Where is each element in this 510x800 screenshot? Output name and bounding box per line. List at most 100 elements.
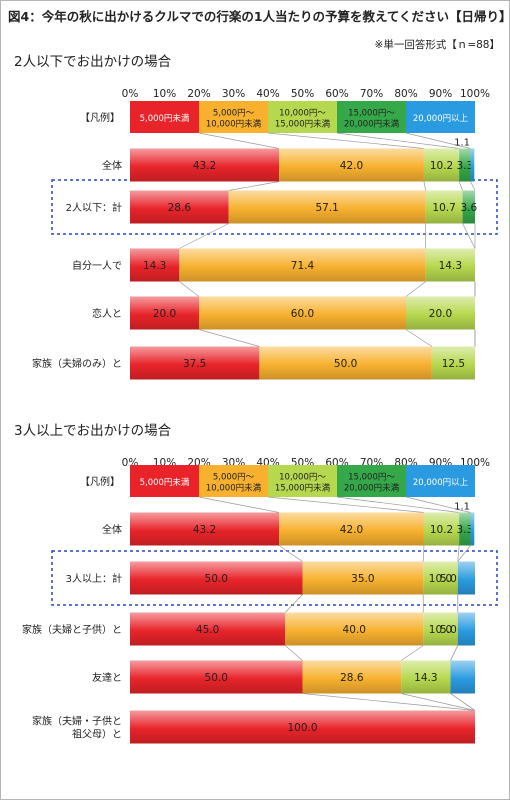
x-tick-label: 80%	[394, 88, 417, 100]
x-tick-label: 50%	[291, 88, 314, 100]
connector-line	[179, 223, 229, 249]
legend-entry-label: 15,000円～	[348, 109, 395, 119]
bar-segment	[457, 561, 475, 595]
data-label: 35.0	[351, 573, 374, 585]
connector-line	[450, 645, 459, 661]
data-label: 57.1	[315, 202, 338, 214]
legend-entry-label: 10,000円未満	[206, 119, 262, 130]
bar-segment	[179, 248, 426, 282]
bar-segment	[470, 148, 475, 182]
section-title: 3人以上でお出かけの場合	[14, 423, 172, 439]
data-label: 10.2	[430, 160, 453, 172]
connector-line	[405, 496, 471, 513]
connector-line	[400, 645, 424, 661]
data-label: 14.3	[414, 672, 437, 684]
connector-line	[198, 132, 280, 149]
bar-segment	[302, 660, 402, 694]
bar-segment	[401, 660, 451, 694]
connector-line	[470, 181, 476, 191]
data-label: 1.1	[454, 138, 470, 149]
data-label: 40.0	[343, 624, 366, 636]
data-label: 10.7	[432, 202, 455, 214]
row-label: 全体	[102, 159, 122, 172]
connector-line	[336, 132, 460, 149]
connector-line	[457, 545, 460, 562]
bar-segment	[130, 710, 475, 744]
connector-line	[179, 281, 200, 297]
x-tick-label: 20%	[187, 88, 210, 100]
x-tick-label: 30%	[222, 88, 245, 100]
legend-entry-label: 5,000円～	[213, 473, 255, 483]
data-label: 50.0	[205, 672, 228, 684]
bar-segment	[130, 346, 260, 380]
data-label: 43.2	[193, 160, 216, 172]
row-label: 全体	[102, 523, 122, 536]
bar-segment	[425, 248, 475, 282]
data-label: 28.6	[340, 672, 364, 684]
bar-segment	[279, 512, 424, 546]
data-label: 37.5	[183, 358, 206, 370]
bar-segment	[423, 561, 458, 595]
data-label: 1.1	[454, 502, 470, 513]
bar-segment	[228, 190, 426, 224]
bar-segment	[457, 612, 475, 646]
legend-swatch	[337, 101, 406, 133]
data-label: 71.4	[291, 260, 315, 272]
data-label: 5.0	[440, 624, 457, 636]
legend-entry-label: 20,000円以上	[413, 478, 469, 488]
data-label: 14.3	[439, 260, 462, 272]
legend-entry-label: 10,000円～	[279, 473, 326, 483]
connector-line	[422, 545, 425, 562]
legend-swatch	[130, 465, 199, 497]
legend-entry-label: 10,000円未満	[206, 483, 262, 494]
connector-line	[405, 281, 426, 297]
legend-row-label: 【凡例】	[80, 475, 120, 488]
connector-line	[405, 132, 471, 149]
row-label: 2人以下：計	[66, 201, 122, 214]
legend-swatch	[268, 465, 337, 497]
bar-segment	[130, 561, 303, 595]
bar-segment	[423, 612, 458, 646]
data-label: 10.0	[429, 573, 452, 585]
connector-line	[198, 496, 280, 513]
row-label: 家族（夫婦・子供と	[32, 715, 122, 728]
section-title: 2人以下でお出かけの場合	[14, 54, 172, 70]
bar-segment	[302, 561, 424, 595]
row-label: 恋人と	[92, 307, 122, 320]
legend-entry-label: 5,000円未満	[140, 477, 190, 488]
bar-segment	[130, 296, 199, 330]
data-label: 60.0	[291, 308, 314, 320]
x-tick-label: 0%	[122, 88, 139, 100]
connector-line	[336, 496, 460, 513]
data-label: 50.0	[334, 358, 357, 370]
bar-segment	[130, 612, 286, 646]
x-tick-label: 10%	[153, 88, 176, 100]
data-label: 10.0	[429, 624, 452, 636]
data-label: 100.0	[287, 722, 317, 734]
bar-segment	[462, 190, 475, 224]
bar-segment	[279, 148, 424, 182]
connector-line	[284, 594, 303, 613]
bar-segment	[130, 660, 303, 694]
data-label: 45.0	[196, 624, 219, 636]
connector-line	[462, 223, 476, 249]
legend-swatch	[406, 465, 475, 497]
row-label: 家族（夫婦のみ）と	[32, 357, 122, 370]
legend-entry-label: 15,000円未満	[275, 483, 331, 494]
bar-segment	[406, 296, 475, 330]
bar-segment	[259, 346, 432, 380]
row-label: 祖父母）と	[72, 728, 122, 741]
legend-swatch	[199, 101, 268, 133]
row-label: 3人以上：計	[66, 572, 122, 585]
row-label: 家族（夫婦と子供）と	[22, 623, 122, 636]
data-label: 20.0	[153, 308, 176, 320]
connector-line	[278, 545, 303, 562]
bar-segment	[459, 512, 471, 546]
legend-entry-label: 10,000円～	[279, 109, 326, 119]
bar-segment	[199, 296, 406, 330]
figure-title: 図4：今年の秋に出かけるクルマでの行楽の1人当たりの予算を教えてください【日帰り…	[8, 9, 510, 24]
bar-segment	[450, 660, 475, 694]
legend-swatch	[199, 465, 268, 497]
